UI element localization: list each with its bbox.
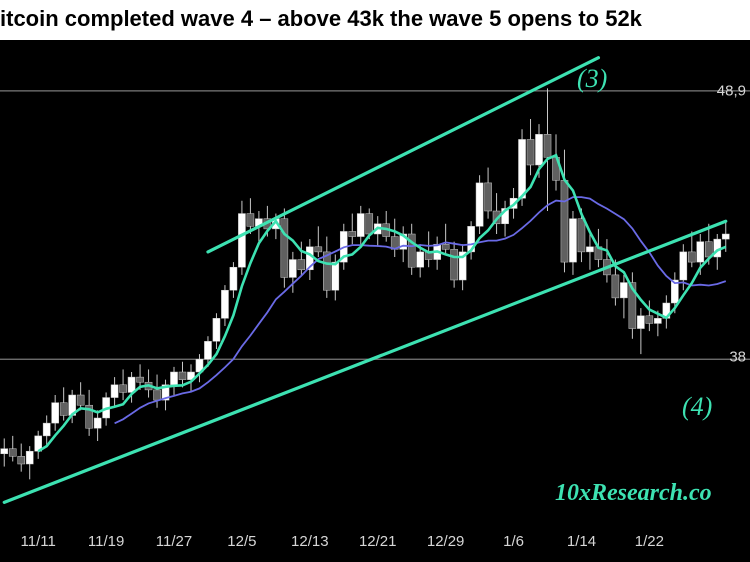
- x-tick-label: 1/22: [635, 533, 664, 550]
- x-tick-label: 11/19: [88, 533, 124, 550]
- candlestick-chart[interactable]: 11/11 11/19 11/27 12/5 12/13 12/21 12/29 1/6 1/1…: [0, 40, 750, 562]
- x-tick-label: 11/27: [156, 533, 192, 550]
- wave-label: (3): [577, 64, 607, 94]
- chart-title: itcoin completed wave 4 – above 43k the …: [0, 6, 642, 32]
- x-tick-label: 12/13: [291, 533, 329, 550]
- chart-frame: itcoin completed wave 4 – above 43k the …: [0, 0, 750, 562]
- wave-label: (4): [682, 392, 712, 422]
- x-tick-label: 12/5: [227, 533, 256, 550]
- x-tick-label: 12/21: [359, 533, 397, 550]
- x-tick-label: 1/14: [567, 533, 596, 550]
- watermark: 10xResearch.co: [555, 480, 712, 507]
- x-tick-label: 11/11: [21, 533, 56, 550]
- y-tick-label: 38: [729, 348, 746, 365]
- x-tick-label: 1/6: [503, 533, 524, 550]
- x-tick-label: 12/29: [427, 533, 465, 550]
- y-tick-label: 48,9: [717, 82, 746, 99]
